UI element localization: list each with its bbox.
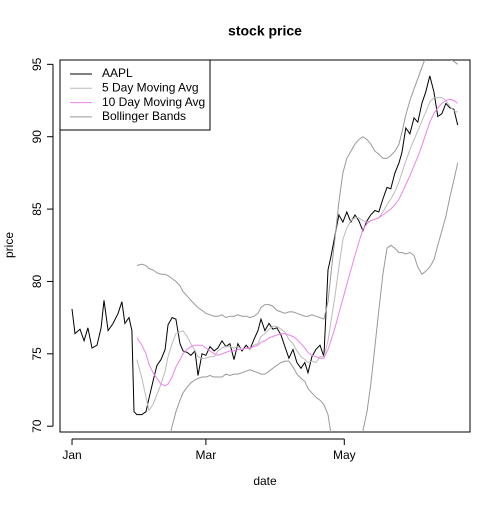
y-axis-label: price [2,232,16,258]
x-tick-label: Jan [62,448,81,462]
y-tick-label: 70 [30,419,44,433]
legend-label: 10 Day Moving Avg [102,95,205,109]
x-tick-label: May [333,448,356,462]
legend-label: 5 Day Moving Avg [102,80,199,94]
legend-label: Bollinger Bands [102,109,186,123]
y-tick-label: 95 [30,57,44,71]
chart-title: stock price [228,23,302,39]
legend-label: AAPL [102,66,133,80]
y-tick-label: 75 [30,347,44,361]
series-line [136,97,458,412]
plot-area [71,60,459,432]
band-lower [170,162,459,432]
y-tick-label: 80 [30,274,44,288]
series-line [71,75,459,416]
x-tick-label: Mar [196,448,217,462]
series-line [136,98,459,387]
band-upper [136,60,459,320]
y-tick-label: 85 [30,202,44,216]
x-axis-label: date [253,474,277,488]
legend-box [59,59,211,131]
plot-box [59,59,471,433]
y-tick-label: 90 [30,130,44,144]
